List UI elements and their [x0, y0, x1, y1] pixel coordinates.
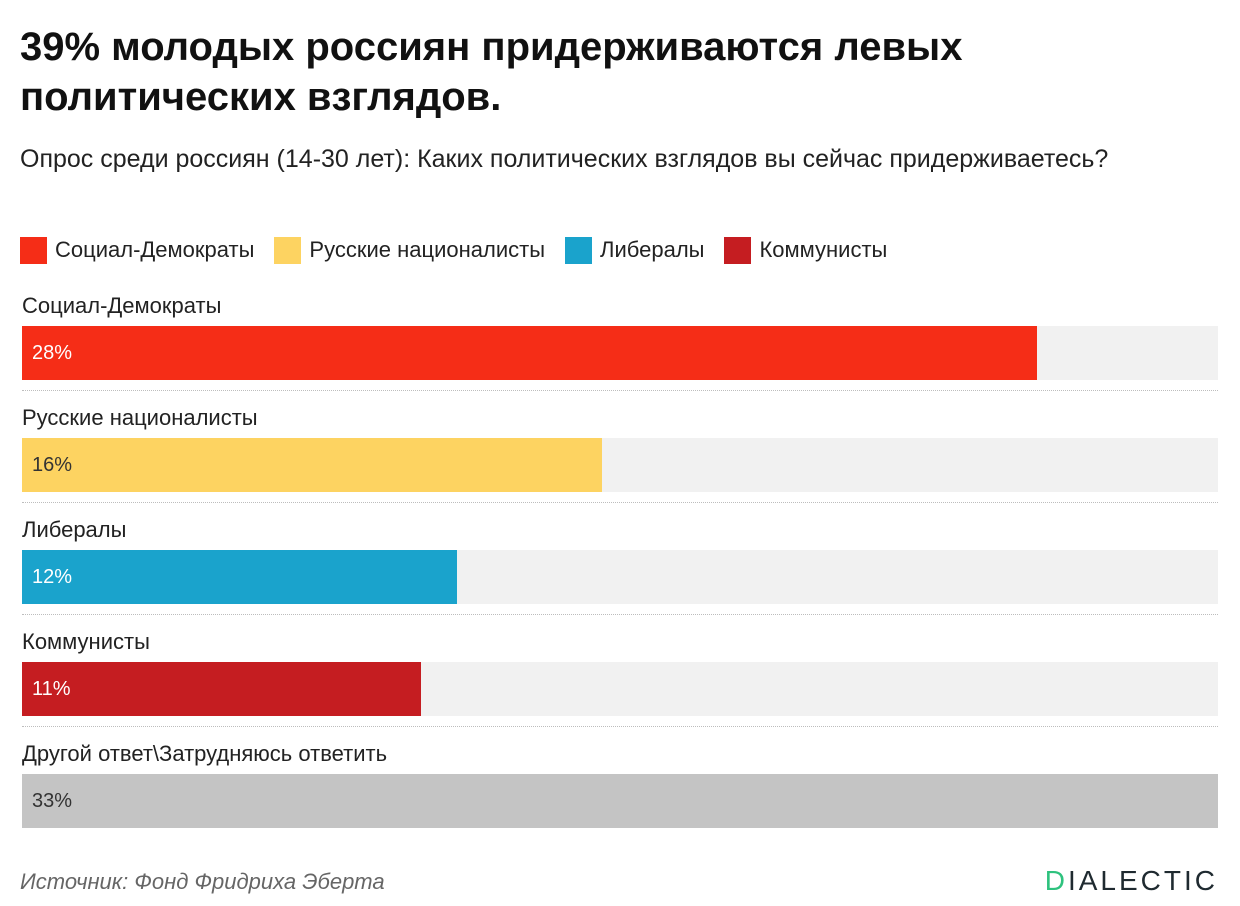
- bar-row: Коммунисты 11%: [22, 626, 1218, 738]
- bar-value-label: 28%: [32, 342, 73, 364]
- bar-value-label: 33%: [32, 790, 73, 812]
- bar-category-label: Коммунисты: [22, 629, 150, 654]
- bar-category-label: Либералы: [22, 517, 127, 542]
- legend-item: Социал-Демократы: [20, 236, 255, 264]
- bar: [22, 326, 1037, 380]
- bar-track: 33%: [22, 774, 1218, 828]
- bar-track: 12%: [22, 550, 1218, 604]
- bar-row: Русские националисты 16%: [22, 402, 1218, 514]
- legend-swatch: [274, 236, 302, 264]
- legend-swatch: [724, 236, 752, 264]
- row-divider: [22, 726, 1218, 727]
- row-divider: [22, 502, 1218, 503]
- legend-item: Коммунисты: [724, 236, 888, 264]
- row-divider: [22, 390, 1218, 391]
- legend-item: Либералы: [565, 236, 705, 264]
- legend-swatch: [20, 236, 47, 264]
- chart-legend: Социал-Демократы Русские националисты Либе…: [20, 235, 907, 265]
- bar-value-label: 11%: [32, 678, 71, 700]
- legend-label: Коммунисты: [759, 237, 888, 262]
- bar-row: Социал-Демократы 28%: [22, 290, 1218, 402]
- bar-track: 11%: [22, 662, 1218, 716]
- brand-logo-rest: IALECTIC: [1067, 865, 1218, 896]
- bar-value-label: 12%: [32, 566, 73, 588]
- bar: [22, 550, 457, 604]
- legend-label: Русские националисты: [309, 237, 546, 262]
- source-note: Источник: Фонд Фридриха Эберта: [20, 869, 385, 894]
- bar-track: 16%: [22, 438, 1218, 492]
- bar-category-label: Другой ответ\Затрудняюсь ответить: [22, 741, 388, 766]
- brand-logo: DIALECTIC: [1045, 864, 1218, 898]
- row-divider: [22, 614, 1218, 615]
- legend-label: Либералы: [600, 237, 705, 262]
- bar-value-label: 16%: [32, 454, 73, 476]
- brand-logo-initial: D: [1044, 865, 1068, 896]
- bar-track: 28%: [22, 326, 1218, 380]
- legend-item: Русские националисты: [274, 236, 546, 264]
- bar-chart: Социал-Демократы 28% Русские националисты 1…: [22, 290, 1218, 850]
- bar-row: Другой ответ\Затрудняюсь ответить 33%: [22, 738, 1218, 850]
- bar: [22, 662, 421, 716]
- bar-category-label: Русские националисты: [22, 405, 258, 430]
- legend-label: Социал-Демократы: [55, 237, 255, 262]
- bar: [22, 438, 602, 492]
- bar: [22, 774, 1218, 828]
- bar-category-label: Социал-Демократы: [22, 293, 222, 318]
- bar-row: Либералы 12%: [22, 514, 1218, 626]
- chart-title: 39% молодых россиян придерживаются левых…: [20, 25, 963, 119]
- legend-swatch: [565, 236, 593, 264]
- chart-subtitle: Опрос среди россиян (14-30 лет): Каких п…: [20, 145, 1109, 173]
